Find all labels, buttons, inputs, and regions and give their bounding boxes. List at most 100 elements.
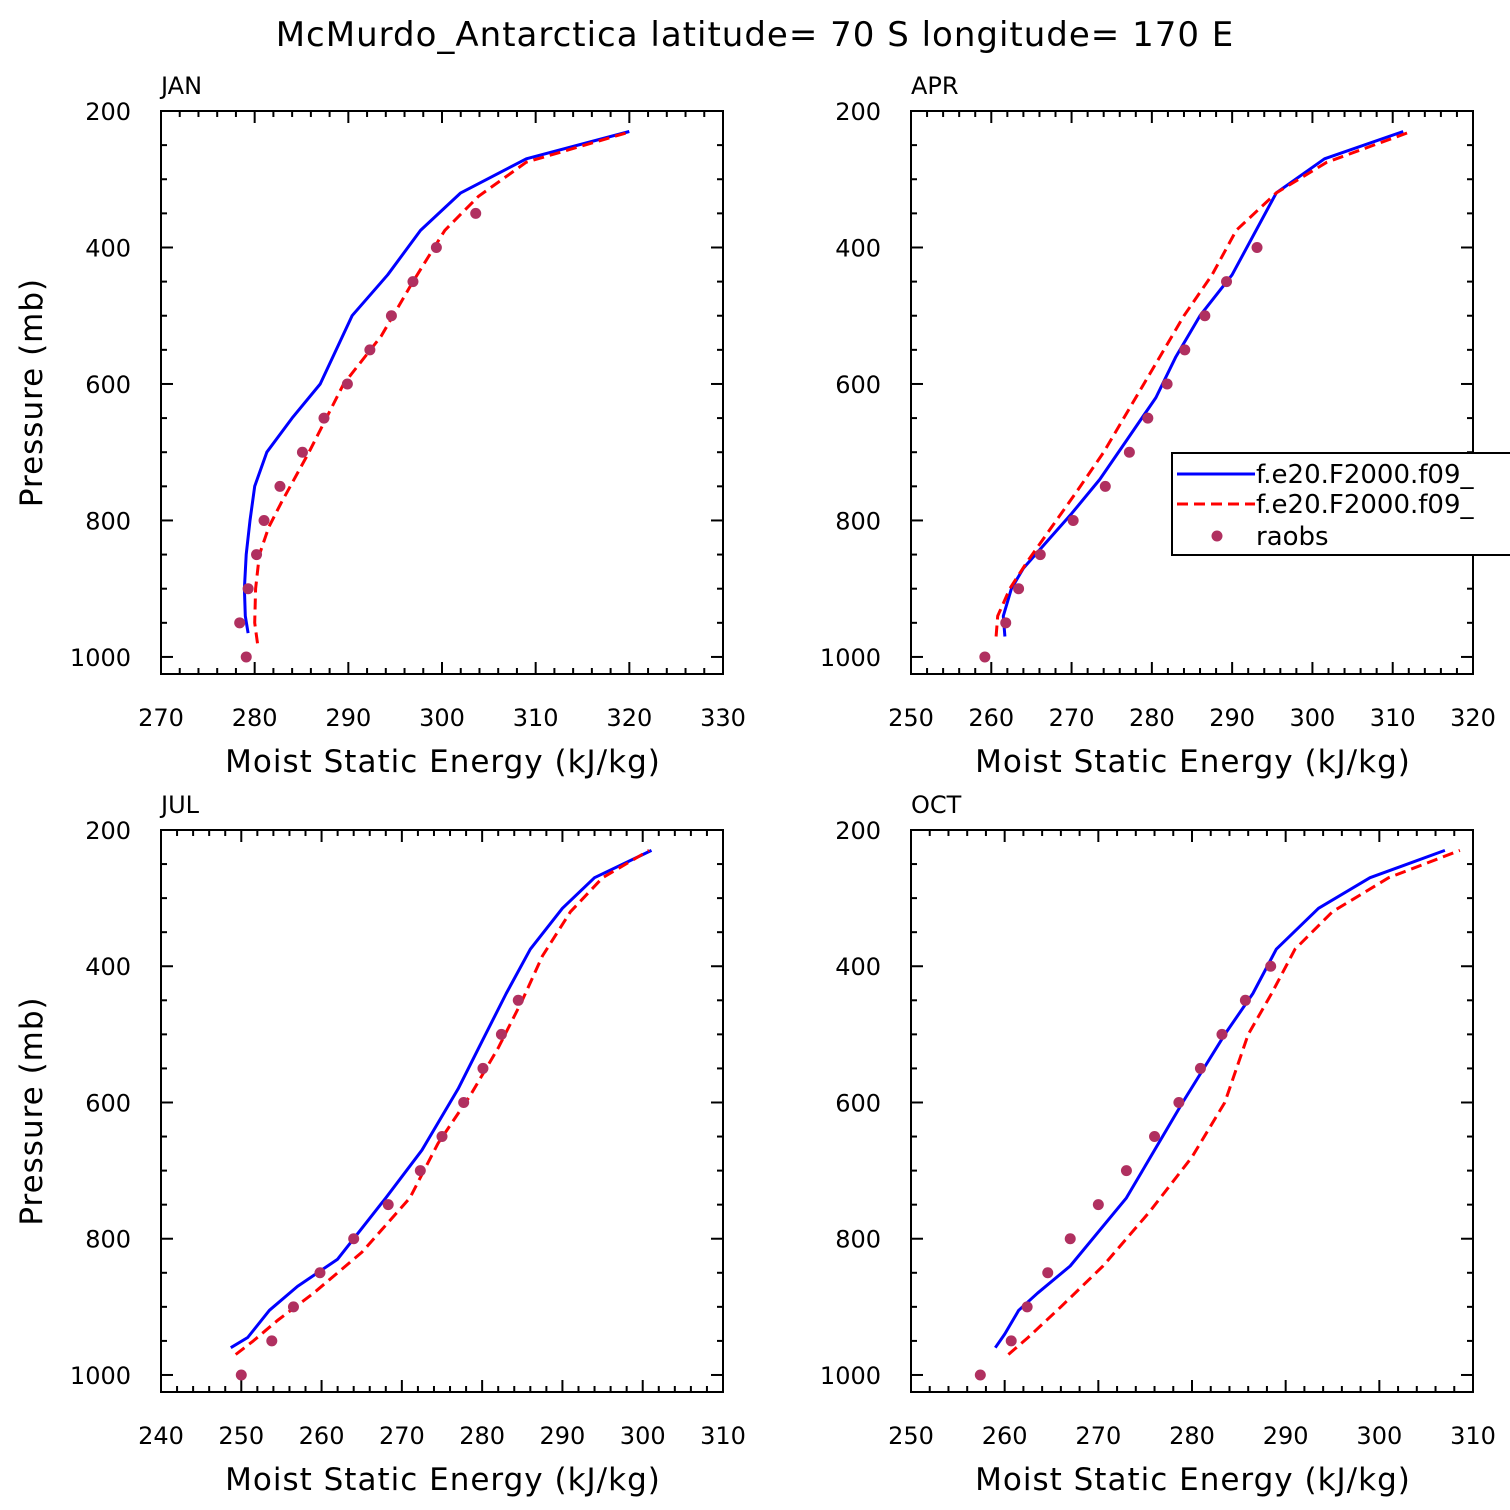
x-tick-label: 270 [1049,704,1095,732]
raobs-point [1120,1165,1132,1177]
raobs-point [477,1062,489,1074]
x-tick-label: 260 [968,704,1014,732]
x-tick-label: 280 [459,1422,505,1450]
x-tick-label: 300 [620,1422,666,1450]
raobs-point [436,1131,448,1143]
x-tick-label: 310 [513,704,559,732]
raobs-point [234,617,246,629]
y-tick-label: 400 [85,953,131,981]
y-tick-label: 200 [85,98,131,126]
panel-jul: JUL 240 250 260 270 280 290 300 310 200 400 600 800 1… [14,791,746,1498]
raobs-point [1005,1335,1017,1347]
solid-series-line [1001,130,1404,637]
raobs-point [235,1369,247,1381]
raobs-point [296,446,308,458]
x-tick-label: 290 [540,1422,586,1450]
y-tick-label: 800 [85,1226,131,1254]
y-tick-label: 400 [835,953,881,981]
x-tick-label: 270 [379,1422,425,1450]
raobs-point [348,1233,360,1245]
raobs-point [1021,1301,1033,1313]
y-tick-label: 200 [835,817,881,845]
raobs-point [974,1369,986,1381]
panel-label: JUL [159,791,200,819]
raobs-point [385,310,397,322]
x-tick-label: 240 [138,1422,184,1450]
raobs-point [251,549,263,561]
legend-marker [1211,530,1223,542]
raobs-point [1142,412,1154,424]
raobs-point [1034,549,1046,561]
raobs-point [1173,1096,1185,1108]
x-tick-label: 280 [232,704,278,732]
raobs-point [364,344,376,356]
x-tick-label: 310 [700,1422,746,1450]
raobs-point [1251,241,1263,253]
raobs-point [266,1335,278,1347]
raobs-point [1216,1028,1228,1040]
x-tick-label: 330 [700,704,746,732]
raobs-point [341,378,353,390]
raobs-point [1064,1233,1076,1245]
raobs-point [1149,1131,1161,1143]
y-tick-label: 800 [835,507,881,535]
dashed-series-line [1007,848,1461,1356]
y-tick-label: 600 [835,371,881,399]
figure-title: McMurdo_Antarctica latitude= 70 S longit… [276,15,1235,55]
x-tick-label: 270 [1075,1422,1121,1450]
panel-label: APR [911,72,959,100]
y-tick-label: 600 [835,1089,881,1117]
panel-label: OCT [911,791,962,819]
x-axis-label: Moist Static Energy (kJ/kg) [225,744,661,780]
x-tick-label: 310 [1370,704,1416,732]
panel-apr: APR 250 260 270 280 290 300 310 320 200 400 600 800 1… [820,72,1496,780]
raobs-point [495,1028,507,1040]
raobs-point [1179,344,1191,356]
solid-series-line [242,130,630,634]
x-tick-label: 260 [299,1422,345,1450]
y-tick-label: 600 [85,1089,131,1117]
raobs-point [512,994,524,1006]
x-tick-label: 290 [325,704,371,732]
y-tick-label: 200 [835,98,881,126]
plot-frame [910,829,1474,1393]
x-tick-label: 300 [1290,704,1336,732]
raobs-point [1199,310,1211,322]
legend-label: raobs [1256,522,1329,552]
plot-frame [160,829,724,1393]
raobs-point [1221,276,1233,288]
y-axis-label: Pressure (mb) [14,996,50,1225]
panel-oct: OCT 250 260 270 280 290 300 310 200 400 600 800 1000… [820,791,1496,1498]
y-tick-label: 600 [85,371,131,399]
panel-label: JAN [159,72,202,100]
raobs-point [414,1165,426,1177]
legend: f.e20.F2000.f09_f.e20.F2000.f09_raobs [1171,452,1510,556]
y-tick-label: 400 [85,234,131,262]
raobs-point [430,241,442,253]
y-tick-label: 800 [85,507,131,535]
y-tick-label: 1000 [820,1362,881,1390]
x-tick-label: 280 [1169,1422,1215,1450]
raobs-point [1265,960,1277,972]
x-tick-label: 290 [1263,1422,1309,1450]
x-axis-label: Moist Static Energy (kJ/kg) [225,1462,661,1498]
x-tick-label: 250 [218,1422,264,1450]
raobs-point [287,1301,299,1313]
x-tick-label: 300 [419,704,465,732]
y-tick-label: 1000 [70,644,131,672]
raobs-point [1000,617,1012,629]
raobs-point [1161,378,1173,390]
raobs-point [1092,1199,1104,1211]
x-axis-label: Moist Static Energy (kJ/kg) [975,744,1411,780]
raobs-point [242,583,254,595]
panel-jan: JAN 270 280 290 300 310 320 330 200 400 600 800 1000… [14,72,746,780]
raobs-point [470,207,482,219]
y-tick-label: 200 [85,817,131,845]
raobs-point [407,276,419,288]
raobs-point [1123,446,1135,458]
raobs-point [274,480,286,492]
plot-frame [910,110,1474,675]
y-tick-label: 1000 [70,1362,131,1390]
raobs-point [318,412,330,424]
